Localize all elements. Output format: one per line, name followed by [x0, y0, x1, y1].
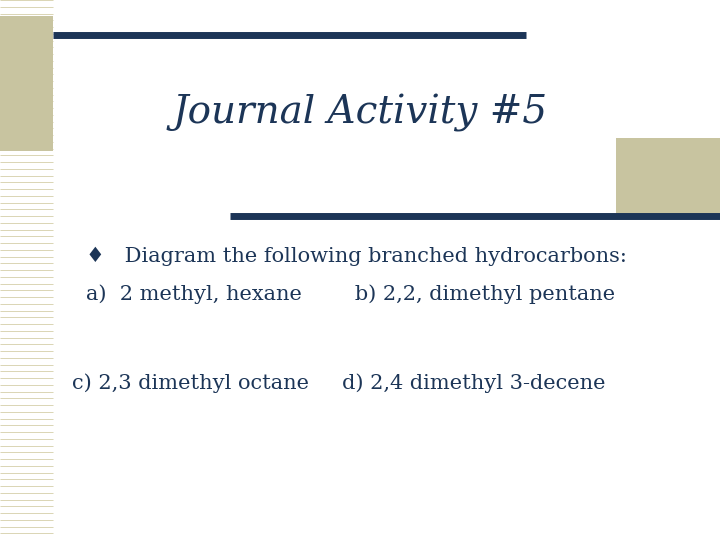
Bar [616, 138, 720, 216]
Text: ♦   Diagram the following branched hydrocarbons:: ♦ Diagram the following branched hydroca… [86, 247, 627, 266]
Bar [0, 16, 53, 151]
Text: Journal Activity #5: Journal Activity #5 [172, 94, 548, 132]
Text: c) 2,3 dimethyl octane     d) 2,4 dimethyl 3-decene: c) 2,3 dimethyl octane d) 2,4 dimethyl 3… [72, 374, 606, 393]
Text: a)  2 methyl, hexane        b) 2,2, dimethyl pentane: a) 2 methyl, hexane b) 2,2, dimethyl pen… [86, 285, 616, 304]
